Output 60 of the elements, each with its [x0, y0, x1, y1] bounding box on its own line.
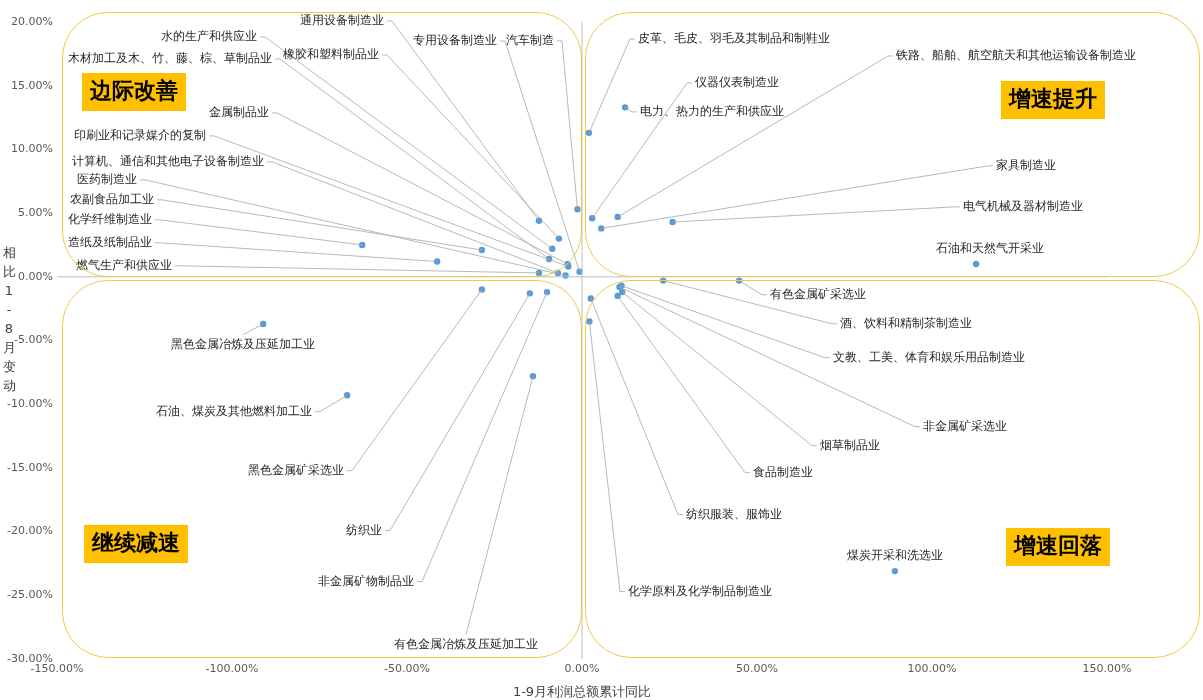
data-label: 汽车制造 [506, 33, 554, 48]
data-label: 食品制造业 [753, 464, 813, 479]
data-label: 有色金属冶炼及压延加工业 [394, 636, 538, 651]
data-label: 家具制造业 [996, 158, 1056, 173]
x-tick-label: 50.00% [736, 662, 778, 676]
data-label: 非金属矿采选业 [923, 418, 1007, 433]
x-tick-label: -50.00% [384, 662, 430, 676]
data-label: 黑色金属冶炼及压延加工业 [171, 336, 315, 351]
data-label: 专用设备制造业 [413, 33, 497, 48]
x-tick-label: -150.00% [30, 662, 84, 676]
data-label: 非金属矿物制品业 [318, 573, 414, 588]
y-tick-label: 15.00% [11, 78, 53, 92]
data-label: 化学原料及化学制品制造业 [628, 583, 772, 598]
data-label: 化学纤维制造业 [68, 211, 152, 226]
y-tick-label: 5.00% [18, 205, 53, 219]
data-label: 计算机、通信和其他电子设备制造业 [72, 154, 264, 169]
data-label: 有色金属矿采选业 [770, 286, 866, 301]
annotation: 增速提升 [1008, 85, 1097, 111]
data-label: 黑色金属矿采选业 [248, 462, 344, 477]
data-label: 皮革、毛皮、羽毛及其制品和制鞋业 [638, 31, 830, 46]
x-tick-label: 0.00% [564, 662, 600, 676]
data-label: 电气机械及器材制造业 [963, 198, 1083, 213]
data-label: 医药制造业 [77, 172, 137, 186]
y-tick-label: -15.00% [7, 460, 53, 474]
y-tick-label: 0.00% [18, 269, 53, 283]
x-axis-title: 1-9月利润总额累计同比 [512, 683, 652, 699]
data-label: 石油和天然气开采业 [936, 240, 1044, 255]
y-tick-label: -30.00% [7, 651, 53, 665]
data-label: 橡胶和塑料制品业 [283, 47, 379, 62]
data-label: 纺织业 [346, 522, 382, 537]
annotation: 继续减速 [91, 529, 180, 555]
annotation: 边际改善 [89, 77, 178, 103]
data-label: 铁路、船舶、航空航天和其他运输设备制造业 [895, 48, 1136, 63]
y-tick-label: -5.00% [14, 333, 53, 347]
data-label: 印刷业和记录媒介的复制 [74, 128, 206, 143]
x-tick-label: 150.00% [1082, 662, 1132, 676]
data-label: 电力、热力的生产和供应业 [640, 104, 784, 119]
data-label: 水的生产和供应业 [161, 29, 257, 44]
data-label: 石油、煤炭及其他燃料加工业 [156, 403, 312, 418]
data-label: 造纸及纸制品业 [68, 234, 152, 249]
y-tick-label: -25.00% [7, 588, 53, 602]
data-label: 文教、工美、体育和娱乐用品制造业 [833, 349, 1025, 364]
data-label: 烟草制品业 [820, 437, 880, 452]
y-axis-title: 相比1-8月变动 [2, 245, 16, 394]
data-label: 纺织服装、服饰业 [686, 506, 782, 521]
x-tick-label: 100.00% [907, 662, 957, 676]
data-label: 煤炭开采和洗选业 [847, 547, 943, 562]
y-tick-label: -20.00% [7, 524, 53, 538]
y-tick-label: -10.00% [7, 397, 53, 411]
data-label: 燃气生产和供应业 [76, 257, 172, 272]
data-label: 仪器仪表制造业 [695, 75, 779, 90]
data-label: 通用设备制造业 [300, 13, 384, 28]
x-tick-label: -100.00% [205, 662, 259, 676]
annotation: 增速回落 [1013, 532, 1102, 558]
data-label: 木材加工及木、竹、藤、棕、草制品业 [68, 51, 272, 66]
y-tick-label: 10.00% [11, 142, 53, 156]
data-label: 金属制品业 [209, 105, 269, 120]
data-label: 农副食品加工业 [70, 191, 154, 206]
y-tick-label: 20.00% [11, 14, 53, 28]
data-label: 酒、饮料和精制茶制造业 [840, 315, 972, 330]
